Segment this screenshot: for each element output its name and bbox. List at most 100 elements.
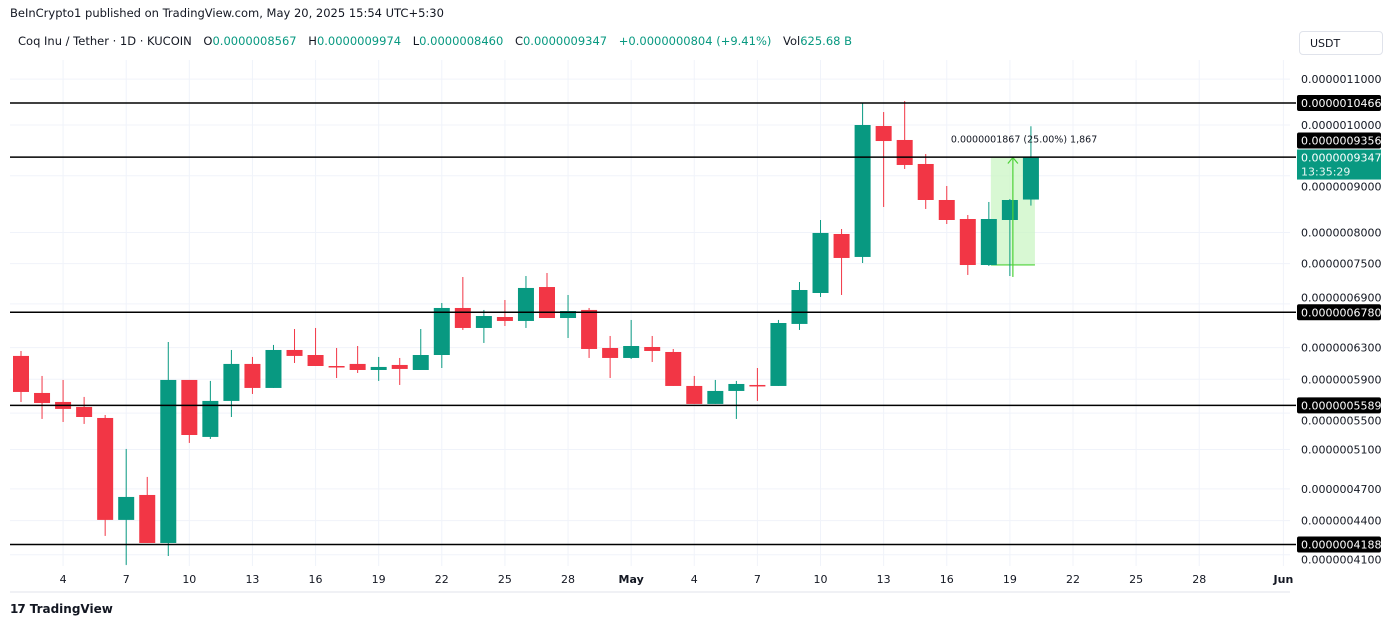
price-tick-label: 0.0000010000: [1301, 119, 1381, 132]
candle-down: [686, 385, 703, 404]
time-tick-label: Jun: [1273, 573, 1294, 586]
volume-label: Vol: [783, 34, 801, 48]
price-tick-label: 0.0000004700: [1301, 483, 1381, 496]
candle-down: [896, 139, 913, 165]
price-tick-label: 0.0000004400: [1301, 515, 1381, 528]
change-value: +0.0000000804 (+9.41%): [618, 34, 772, 48]
price-tick-label: 0.0000006900: [1301, 291, 1381, 304]
candle-up: [980, 219, 997, 266]
candle-down: [349, 363, 366, 370]
last-price-tag: [1297, 149, 1381, 180]
candle-down: [602, 347, 619, 358]
time-tick-label: 28: [561, 573, 575, 586]
time-tick-label: 13: [877, 573, 891, 586]
open-label: O: [203, 34, 213, 48]
candle-down: [959, 219, 976, 266]
candle-down: [76, 406, 93, 417]
time-tick-label: 4: [691, 573, 698, 586]
volume-value: 625.68 B: [800, 34, 853, 48]
candle-down: [454, 307, 471, 328]
candle-down: [307, 355, 324, 366]
symbol-legend: Coq Inu / Tether · 1D · KUCOIN O0.000000…: [18, 34, 860, 48]
candle-up: [791, 289, 808, 324]
footer-brand-text: TradingView: [29, 602, 113, 616]
measure-label: 0.0000001867 (25.00%) 1,867: [951, 135, 1097, 146]
price-tick-label: 0.0000011000: [1301, 73, 1381, 86]
candle-down: [139, 494, 156, 543]
candle-down: [34, 392, 51, 403]
close-label: C: [514, 34, 523, 48]
price-tick-label: 0.0000007500: [1301, 258, 1381, 271]
candle-up: [517, 287, 534, 321]
low-value: 0.0000008460: [419, 34, 504, 48]
candle-down: [97, 417, 114, 520]
last-price-label: 0.0000009347: [1301, 152, 1381, 165]
candle-down: [539, 287, 555, 319]
level-price-tag: [1297, 95, 1381, 112]
candle-down: [644, 346, 661, 351]
candle-down: [938, 199, 955, 220]
level-price-label: 0.0000004188: [1301, 538, 1381, 551]
candle-up: [412, 355, 429, 370]
level-price-tag: [1297, 304, 1381, 321]
candle-down: [244, 363, 261, 388]
level-price-label: 0.0000005589: [1301, 399, 1381, 412]
candle-down: [181, 379, 198, 435]
high-label: H: [308, 34, 317, 48]
candle-down: [917, 163, 934, 200]
time-tick-label: 28: [1192, 573, 1206, 586]
candle-up: [433, 307, 450, 356]
level-price-tag: [1297, 397, 1381, 414]
price-tick-label: 0.0000006300: [1301, 342, 1381, 355]
time-tick-label: 7: [754, 573, 761, 586]
footer-brand: 17 TradingView: [10, 602, 113, 616]
candle-up: [475, 316, 492, 328]
time-tick-label: 19: [372, 573, 386, 586]
candle-up: [1001, 199, 1018, 220]
tradingview-logo-icon: 17: [10, 602, 26, 616]
candle-down: [833, 233, 850, 258]
candle-up: [560, 311, 577, 319]
candle-down: [665, 351, 682, 386]
candle-down: [286, 349, 303, 356]
candle-up: [728, 383, 745, 391]
time-tick-label: 16: [940, 573, 954, 586]
candle-up: [160, 379, 177, 543]
candle-up: [1022, 157, 1039, 200]
candle-up: [854, 125, 871, 257]
close-value: 0.0000009347: [522, 34, 608, 48]
candle-down: [328, 365, 345, 368]
symbol-title[interactable]: Coq Inu / Tether · 1D · KUCOIN: [18, 34, 192, 48]
price-tick-label: 0.0000005500: [1301, 414, 1381, 427]
time-tick-label: 19: [1003, 573, 1017, 586]
time-tick-label: 16: [309, 573, 323, 586]
bar-countdown-label: 13:35:29: [1301, 166, 1350, 179]
time-tick-label: 13: [245, 573, 259, 586]
currency-button[interactable]: USDT: [1299, 31, 1383, 55]
candle-up: [202, 400, 219, 437]
time-tick-label: May: [619, 573, 644, 586]
candle-up: [770, 322, 787, 386]
time-tick-label: 4: [60, 573, 67, 586]
level-price-label: 0.0000010466: [1301, 97, 1381, 110]
price-tick-label: 0.0000005100: [1301, 444, 1381, 457]
open-value: 0.0000008567: [212, 34, 297, 48]
candle-down: [581, 309, 598, 349]
candle-up: [118, 496, 135, 520]
price-tick-label: 0.0000009000: [1301, 181, 1381, 194]
price-chart[interactable]: 0.0000011000 0.0000010000 0.0000009000 0.00…: [0, 0, 1400, 600]
level-price-label: 0.0000006780: [1301, 306, 1381, 319]
low-label: L: [412, 34, 420, 48]
candle-up: [623, 345, 640, 358]
level-price-tag: [1297, 132, 1381, 149]
candle-up: [707, 390, 724, 404]
price-tick-label: 0.0000004100: [1301, 553, 1381, 566]
time-tick-label: 25: [1129, 573, 1143, 586]
candle-up: [265, 349, 282, 388]
candle-up: [223, 363, 240, 401]
level-price-tag: [1297, 536, 1381, 553]
price-tick-label: 0.0000008000: [1301, 227, 1381, 240]
time-tick-label: 10: [814, 573, 828, 586]
time-tick-label: 22: [1066, 573, 1080, 586]
candle-down: [749, 384, 766, 387]
